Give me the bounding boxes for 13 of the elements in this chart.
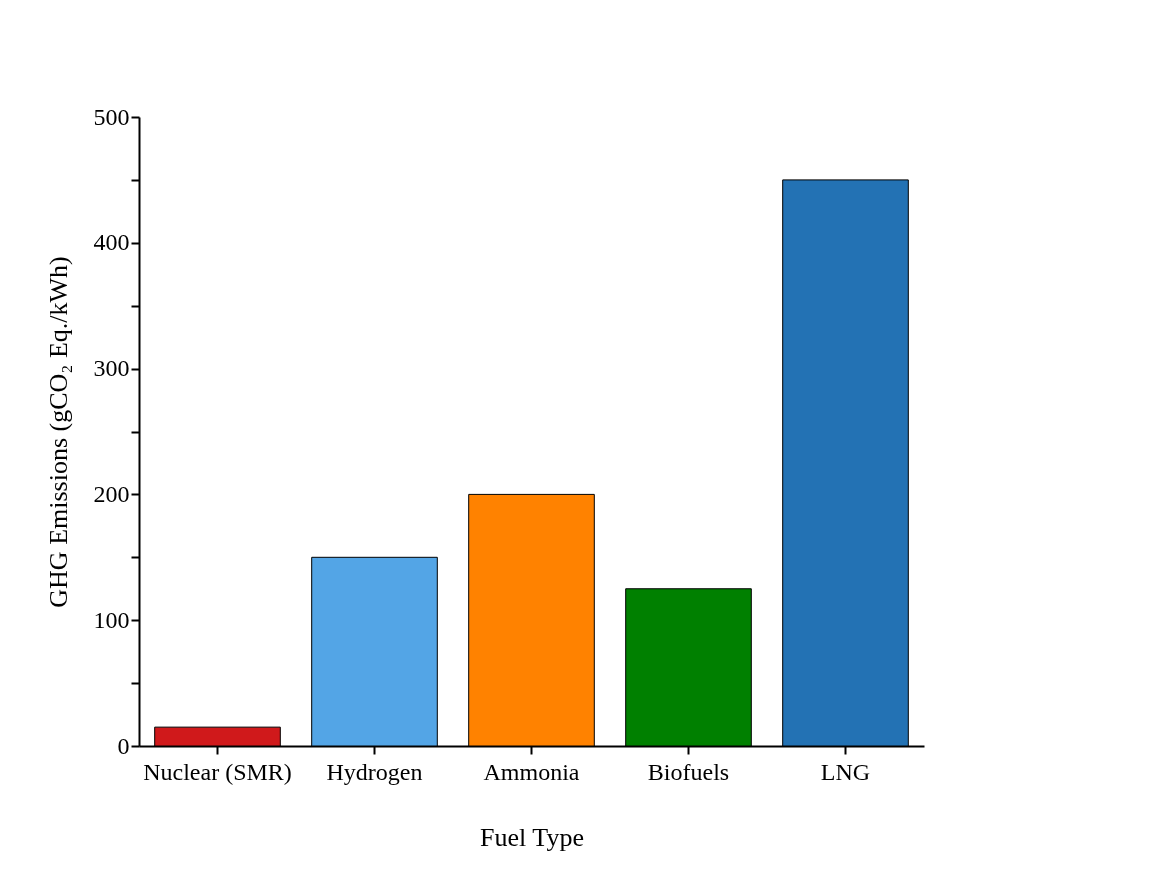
y-tick-label: 100: [93, 606, 130, 633]
y-axis-title: GHG Emissions (gCO₂ Eq./kWh): [43, 256, 73, 608]
y-tick-label: 500: [93, 103, 130, 130]
x-axis-title: Fuel Type: [480, 822, 584, 852]
y-tick-label: 400: [93, 229, 130, 256]
x-tick-label: Nuclear (SMR): [143, 758, 292, 785]
x-tick-label: LNG: [820, 758, 871, 785]
y-tick-label: 200: [93, 480, 130, 507]
y-tick-label: 0: [117, 732, 130, 759]
x-tick-label: Biofuels: [647, 758, 730, 785]
x-tick-label: Ammonia: [483, 758, 580, 785]
x-tick-label: Hydrogen: [326, 758, 423, 785]
y-tick-label: 300: [93, 355, 130, 382]
